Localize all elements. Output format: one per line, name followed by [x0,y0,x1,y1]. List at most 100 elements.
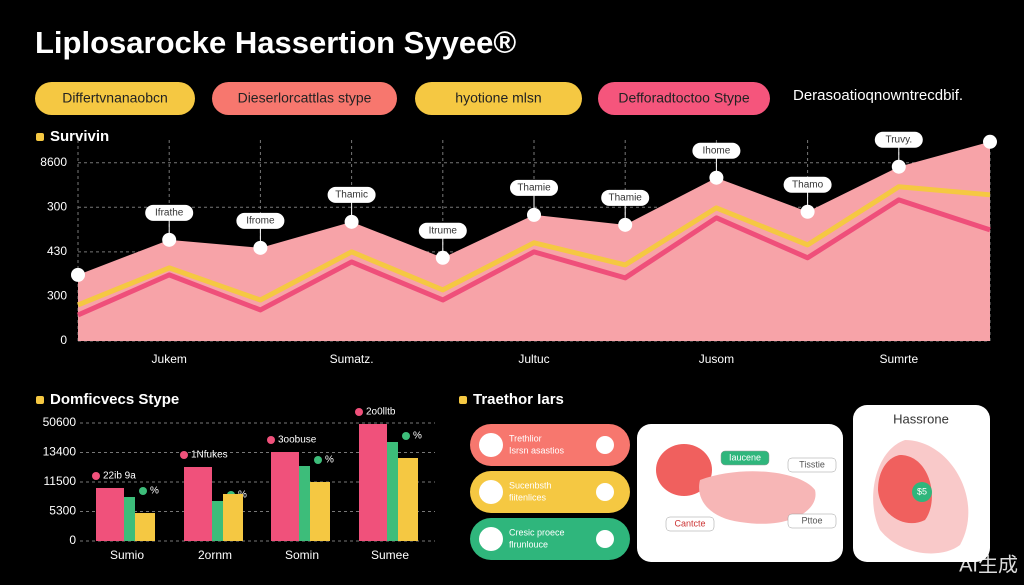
section-title: Survivin [50,128,109,145]
value-label-dot [139,487,147,496]
point [891,159,906,174]
row-text[interactable]: Isrsn asastios [509,445,565,455]
value-label: % [150,486,159,497]
callout-box [874,131,923,148]
callout-label: Thamie [517,183,551,194]
x-tick-label: Somin [285,548,319,562]
row-icon [479,527,503,551]
value-label-dot [314,455,322,464]
x-tick-label: Jukem [152,352,187,366]
row-text[interactable]: fiitenlices [509,492,547,502]
filter-pill[interactable] [35,82,195,115]
point [162,232,177,247]
diagram-tag [787,457,837,473]
row-badge [596,530,614,548]
diagram-tag [720,450,770,466]
callout-label: Thamic [335,189,368,200]
y-tick-label: 0 [60,333,67,347]
callout-box [510,179,558,196]
diagram-tag [665,516,715,532]
x-tick-label: Sumio [110,548,144,562]
row-text[interactable]: Trethlior [509,433,542,443]
bar [223,493,243,541]
x-tick-label: Sumrte [879,352,918,366]
bar [212,500,223,541]
heading-marker [36,133,44,141]
point [800,204,815,219]
filter-pill[interactable] [598,82,770,115]
y-tick-label: 300 [47,289,67,303]
heading-marker [459,396,467,404]
filter-pill-label[interactable]: hyotione mlsn [455,90,541,106]
bar [124,497,135,541]
y-tick-label: 0 [69,533,76,547]
bar [299,465,310,541]
x-tick-label: Jultuc [518,352,549,366]
filter-pill-label[interactable]: Defforadtoctoo Stype [618,90,749,106]
row-text[interactable]: flrunlouce [509,539,548,549]
point [983,134,997,149]
diagram-shape [699,471,816,524]
value-label-dot [355,407,363,416]
y-tick-label: 8600 [40,155,67,169]
bar [359,423,387,541]
bar [96,487,124,541]
point [344,214,359,229]
card-title: Hassrone [893,411,949,426]
value-label: 2o0lltb [366,407,396,418]
callout-label: Thamo [792,179,824,190]
value-label: 3oobuse [278,435,317,446]
callout-label: Ifrathe [155,207,184,218]
bar [184,466,212,541]
diagram-label: Pttoe [801,515,822,525]
line [77,184,991,308]
value-label: 22ib 9a [103,471,136,482]
bar [135,513,155,541]
list-row[interactable] [470,518,630,560]
callout-label: Ifrome [246,215,275,226]
row-badge [596,483,614,501]
callout-box [601,189,650,206]
section-title: Domficvecs Stype [50,391,179,408]
callout-label: Thamie [609,192,643,203]
x-tick-label: 2ornm [198,548,232,562]
point [253,240,268,255]
point [435,250,450,265]
filter-pill[interactable] [415,82,582,115]
x-tick-label: Sumee [371,548,409,562]
callout-label: Ihome [703,145,731,156]
value-label-dot [180,450,188,459]
diagram-tag [787,513,837,529]
card-shape-inner [878,455,932,524]
callout-box [145,204,194,221]
value-label: % [413,431,422,442]
page-title: Liplosarocke Hassertion Syyee® [35,25,516,60]
filter-pill[interactable] [212,82,397,115]
point [71,267,85,282]
diagram-label: Iaucene [729,452,761,462]
bar [271,452,299,541]
callout-label: Truvy. [885,134,912,145]
callout-label: Itrume [429,225,458,236]
bar [387,441,398,541]
filter-pill-label[interactable]: Dieserlorcattlas stype [238,90,372,106]
list-row[interactable] [470,471,630,513]
point [618,217,633,232]
y-tick-label: 11500 [44,474,77,488]
value-label-dot [267,436,275,445]
filter-pill-label[interactable]: Differtvnanaobcn [62,90,168,106]
value-label-dot [402,431,410,440]
callout-box [236,212,285,229]
y-tick-label: 5300 [49,504,76,518]
row-text[interactable]: Cresic proece [509,527,565,537]
diagram-blob [656,444,712,496]
list-row[interactable] [470,424,630,466]
y-tick-label: 430 [47,244,67,258]
value-label: 1Nfukes [191,450,228,461]
row-text[interactable]: Sucenbsth [509,480,552,490]
value-label: % [325,455,334,466]
diagram-label: Tisstie [799,459,825,469]
heading-marker [36,396,44,404]
y-tick-label: 13400 [43,445,77,459]
